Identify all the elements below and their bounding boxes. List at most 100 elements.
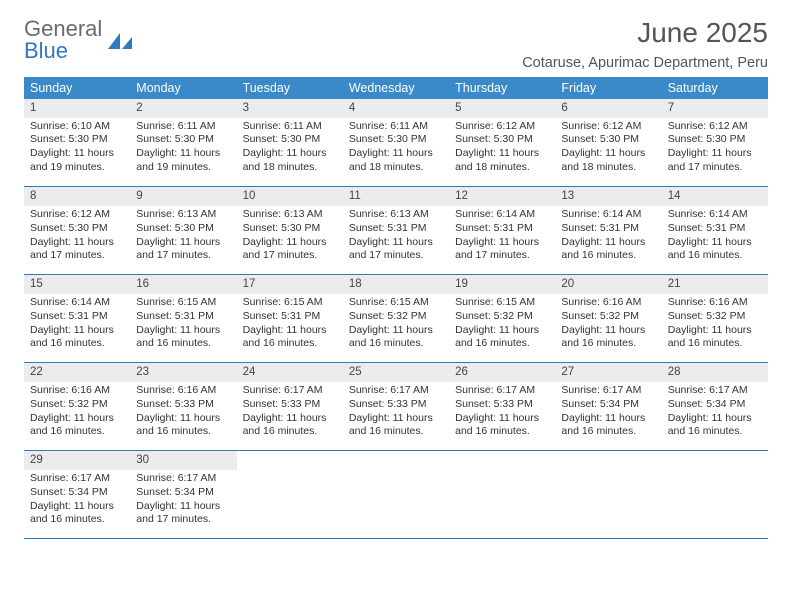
sunset-line: Sunset: 5:31 PM xyxy=(30,310,124,324)
sunrise-line: Sunrise: 6:11 AM xyxy=(243,120,337,134)
day-number: 1 xyxy=(24,99,130,118)
day-body: Sunrise: 6:17 AMSunset: 5:33 PMDaylight:… xyxy=(449,382,555,443)
day-number: 17 xyxy=(237,275,343,294)
calendar-day-cell: 2Sunrise: 6:11 AMSunset: 5:30 PMDaylight… xyxy=(130,99,236,187)
day-body: Sunrise: 6:17 AMSunset: 5:34 PMDaylight:… xyxy=(662,382,768,443)
daylight-line: Daylight: 11 hours and 16 minutes. xyxy=(668,412,762,439)
daylight-line: Daylight: 11 hours and 17 minutes. xyxy=(455,236,549,263)
sunrise-line: Sunrise: 6:15 AM xyxy=(136,296,230,310)
calendar-day-cell: 27Sunrise: 6:17 AMSunset: 5:34 PMDayligh… xyxy=(555,363,661,451)
calendar-day-cell: 8Sunrise: 6:12 AMSunset: 5:30 PMDaylight… xyxy=(24,187,130,275)
day-body: Sunrise: 6:16 AMSunset: 5:33 PMDaylight:… xyxy=(130,382,236,443)
sunset-line: Sunset: 5:30 PM xyxy=(455,133,549,147)
day-body: Sunrise: 6:16 AMSunset: 5:32 PMDaylight:… xyxy=(662,294,768,355)
day-number: 10 xyxy=(237,187,343,206)
day-body: Sunrise: 6:14 AMSunset: 5:31 PMDaylight:… xyxy=(555,206,661,267)
day-number: 3 xyxy=(237,99,343,118)
calendar-empty-cell xyxy=(343,451,449,539)
sunset-line: Sunset: 5:32 PM xyxy=(561,310,655,324)
day-number: 29 xyxy=(24,451,130,470)
calendar-day-cell: 19Sunrise: 6:15 AMSunset: 5:32 PMDayligh… xyxy=(449,275,555,363)
day-number: 19 xyxy=(449,275,555,294)
calendar-day-cell: 12Sunrise: 6:14 AMSunset: 5:31 PMDayligh… xyxy=(449,187,555,275)
day-number: 20 xyxy=(555,275,661,294)
calendar-empty-cell xyxy=(662,451,768,539)
sunset-line: Sunset: 5:30 PM xyxy=(243,133,337,147)
day-number: 13 xyxy=(555,187,661,206)
day-body: Sunrise: 6:17 AMSunset: 5:34 PMDaylight:… xyxy=(555,382,661,443)
page: General Blue June 2025 Cotaruse, Apurima… xyxy=(0,0,792,549)
calendar-empty-cell xyxy=(237,451,343,539)
daylight-line: Daylight: 11 hours and 17 minutes. xyxy=(30,236,124,263)
calendar-day-cell: 13Sunrise: 6:14 AMSunset: 5:31 PMDayligh… xyxy=(555,187,661,275)
daylight-line: Daylight: 11 hours and 16 minutes. xyxy=(136,324,230,351)
sunrise-line: Sunrise: 6:12 AM xyxy=(668,120,762,134)
sunset-line: Sunset: 5:32 PM xyxy=(30,398,124,412)
daylight-line: Daylight: 11 hours and 16 minutes. xyxy=(561,236,655,263)
daylight-line: Daylight: 11 hours and 16 minutes. xyxy=(349,412,443,439)
sunrise-line: Sunrise: 6:16 AM xyxy=(668,296,762,310)
sunrise-line: Sunrise: 6:13 AM xyxy=(349,208,443,222)
calendar-week-row: 29Sunrise: 6:17 AMSunset: 5:34 PMDayligh… xyxy=(24,451,768,539)
weekday-header: Sunday xyxy=(24,77,130,99)
sail-icon xyxy=(106,31,134,51)
sunset-line: Sunset: 5:31 PM xyxy=(349,222,443,236)
day-body: Sunrise: 6:15 AMSunset: 5:31 PMDaylight:… xyxy=(130,294,236,355)
sunset-line: Sunset: 5:30 PM xyxy=(136,133,230,147)
sunset-line: Sunset: 5:33 PM xyxy=(455,398,549,412)
sunrise-line: Sunrise: 6:15 AM xyxy=(455,296,549,310)
day-number: 16 xyxy=(130,275,236,294)
day-body: Sunrise: 6:14 AMSunset: 5:31 PMDaylight:… xyxy=(449,206,555,267)
calendar-day-cell: 21Sunrise: 6:16 AMSunset: 5:32 PMDayligh… xyxy=(662,275,768,363)
sunrise-line: Sunrise: 6:10 AM xyxy=(30,120,124,134)
calendar-day-cell: 9Sunrise: 6:13 AMSunset: 5:30 PMDaylight… xyxy=(130,187,236,275)
day-body: Sunrise: 6:14 AMSunset: 5:31 PMDaylight:… xyxy=(662,206,768,267)
sunset-line: Sunset: 5:30 PM xyxy=(30,133,124,147)
sunrise-line: Sunrise: 6:17 AM xyxy=(30,472,124,486)
daylight-line: Daylight: 11 hours and 16 minutes. xyxy=(30,324,124,351)
daylight-line: Daylight: 11 hours and 18 minutes. xyxy=(349,147,443,174)
sunrise-line: Sunrise: 6:13 AM xyxy=(243,208,337,222)
calendar-day-cell: 11 Sunrise: 6:13 AMSunset: 5:31 PMDayligh… xyxy=(343,187,449,275)
daylight-line: Daylight: 11 hours and 17 minutes. xyxy=(349,236,443,263)
weekday-header: Wednesday xyxy=(343,77,449,99)
daylight-line: Daylight: 11 hours and 17 minutes. xyxy=(668,147,762,174)
sunrise-line: Sunrise: 6:11 AM xyxy=(349,120,443,134)
day-number: 7 xyxy=(662,99,768,118)
day-number: 28 xyxy=(662,363,768,382)
sunset-line: Sunset: 5:30 PM xyxy=(668,133,762,147)
weekday-header: Monday xyxy=(130,77,236,99)
day-number: 5 xyxy=(449,99,555,118)
calendar-week-row: 15Sunrise: 6:14 AMSunset: 5:31 PMDayligh… xyxy=(24,275,768,363)
sunset-line: Sunset: 5:34 PM xyxy=(136,486,230,500)
sunset-line: Sunset: 5:30 PM xyxy=(30,222,124,236)
sunset-line: Sunset: 5:33 PM xyxy=(136,398,230,412)
sunset-line: Sunset: 5:30 PM xyxy=(561,133,655,147)
calendar-day-cell: 24Sunrise: 6:17 AMSunset: 5:33 PMDayligh… xyxy=(237,363,343,451)
title-block: June 2025 Cotaruse, Apurimac Department,… xyxy=(522,18,768,71)
calendar-day-cell: 18Sunrise: 6:15 AMSunset: 5:32 PMDayligh… xyxy=(343,275,449,363)
calendar-week-row: 8Sunrise: 6:12 AMSunset: 5:30 PMDaylight… xyxy=(24,187,768,275)
daylight-line: Daylight: 11 hours and 19 minutes. xyxy=(136,147,230,174)
weekday-header-row: SundayMondayTuesdayWednesdayThursdayFrid… xyxy=(24,77,768,99)
calendar-day-cell: 20Sunrise: 6:16 AMSunset: 5:32 PMDayligh… xyxy=(555,275,661,363)
calendar-day-cell: 6Sunrise: 6:12 AMSunset: 5:30 PMDaylight… xyxy=(555,99,661,187)
sunrise-line: Sunrise: 6:14 AM xyxy=(30,296,124,310)
day-body: Sunrise: 6:11 AMSunset: 5:30 PMDaylight:… xyxy=(130,118,236,179)
calendar-week-row: 1Sunrise: 6:10 AMSunset: 5:30 PMDaylight… xyxy=(24,99,768,187)
sunrise-line: Sunrise: 6:16 AM xyxy=(30,384,124,398)
daylight-line: Daylight: 11 hours and 16 minutes. xyxy=(668,236,762,263)
calendar-day-cell: 14Sunrise: 6:14 AMSunset: 5:31 PMDayligh… xyxy=(662,187,768,275)
daylight-line: Daylight: 11 hours and 16 minutes. xyxy=(455,412,549,439)
calendar-day-cell: 28Sunrise: 6:17 AMSunset: 5:34 PMDayligh… xyxy=(662,363,768,451)
sunrise-line: Sunrise: 6:17 AM xyxy=(668,384,762,398)
sunrise-line: Sunrise: 6:17 AM xyxy=(455,384,549,398)
day-body: Sunrise: 6:11 AMSunset: 5:30 PMDaylight:… xyxy=(237,118,343,179)
sunset-line: Sunset: 5:30 PM xyxy=(243,222,337,236)
day-number: 11 xyxy=(343,187,449,206)
daylight-line: Daylight: 11 hours and 16 minutes. xyxy=(349,324,443,351)
daylight-line: Daylight: 11 hours and 17 minutes. xyxy=(243,236,337,263)
weekday-header: Saturday xyxy=(662,77,768,99)
day-body: Sunrise: 6:17 AMSunset: 5:34 PMDaylight:… xyxy=(130,470,236,531)
day-number: 12 xyxy=(449,187,555,206)
